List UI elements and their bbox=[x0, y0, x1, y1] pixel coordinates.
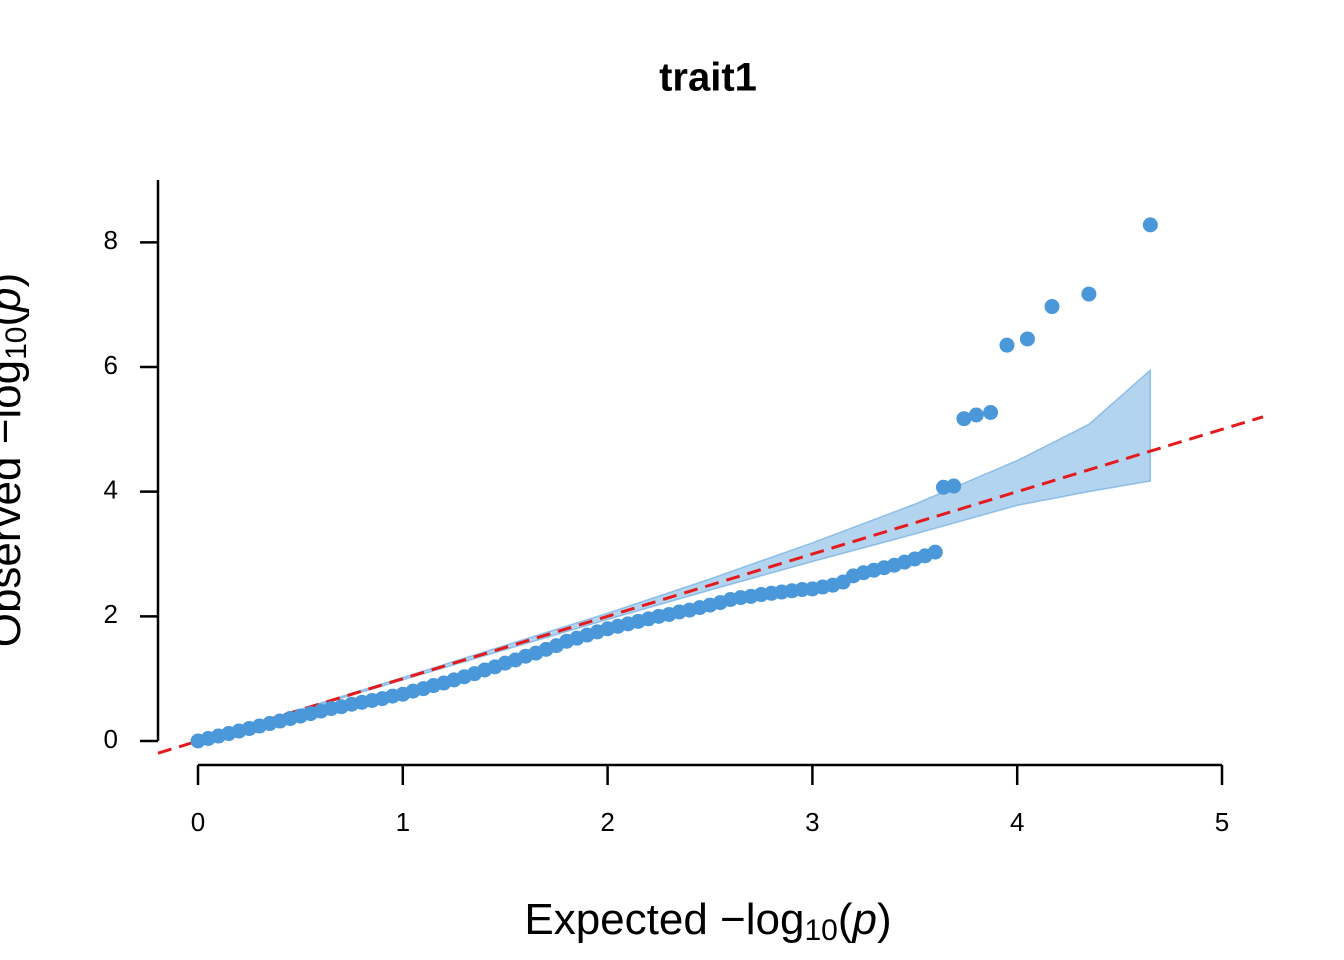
y-label-paren: ( bbox=[0, 312, 30, 327]
x-tick-label: 0 bbox=[191, 807, 205, 837]
point bbox=[983, 405, 999, 421]
x-tick-label: 1 bbox=[396, 807, 410, 837]
y-tick-label: 0 bbox=[104, 724, 118, 754]
point bbox=[1019, 331, 1035, 347]
x-label-paren: ) bbox=[877, 895, 892, 944]
x-tick-label: 2 bbox=[600, 807, 614, 837]
y-label-var: p bbox=[0, 287, 30, 313]
point bbox=[1081, 286, 1097, 302]
y-label-sub: 10 bbox=[0, 327, 33, 360]
x-tick-label: 4 bbox=[1010, 807, 1024, 837]
x-label-var: p bbox=[850, 895, 876, 944]
y-label-text: Observed −log bbox=[0, 360, 30, 647]
point bbox=[1142, 217, 1158, 233]
point bbox=[999, 337, 1015, 353]
point bbox=[927, 544, 943, 560]
chart-title: trait1 bbox=[659, 56, 757, 100]
x-label-paren: ( bbox=[838, 895, 853, 944]
y-axis-label: Observed −log10(p) bbox=[0, 273, 33, 648]
x-label-text: Expected −log bbox=[524, 895, 804, 944]
point bbox=[956, 411, 972, 427]
confidence-band bbox=[197, 368, 1152, 742]
y-tick-label: 6 bbox=[104, 350, 118, 380]
reference-line bbox=[157, 415, 1264, 755]
y-tick-label: 4 bbox=[104, 475, 118, 505]
y-tick-label: 8 bbox=[104, 225, 118, 255]
y-label-paren: ) bbox=[0, 273, 30, 288]
x-tick-label: 5 bbox=[1215, 807, 1229, 837]
x-label-sub: 10 bbox=[804, 914, 837, 947]
y-tick-label: 2 bbox=[104, 599, 118, 629]
point bbox=[946, 478, 962, 494]
x-tick-label: 3 bbox=[805, 807, 819, 837]
point bbox=[1044, 299, 1060, 315]
x-axis-label: Expected −log10(p) bbox=[524, 895, 891, 947]
point bbox=[968, 407, 984, 423]
